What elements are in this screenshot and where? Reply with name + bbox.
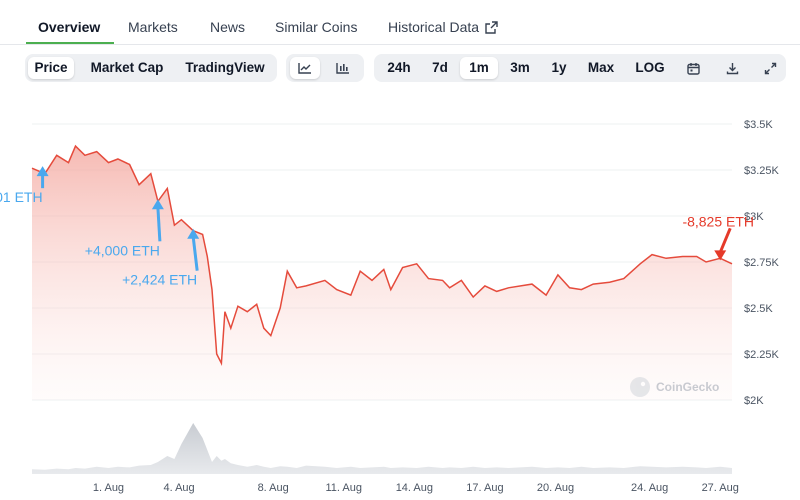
range-7d-button[interactable]: 7d	[432, 60, 448, 75]
x-tick-label: 8. Aug	[258, 482, 289, 494]
flow-annotations: +2,401 ETH +4,000 ETH +2,424 ETH -8,825 ETH	[0, 166, 754, 288]
x-tick-label: 24. Aug	[631, 482, 668, 494]
download-icon[interactable]	[718, 57, 746, 79]
external-link-icon	[485, 2, 498, 56]
x-tick-label: 4. Aug	[163, 482, 194, 494]
chart-style-selector	[286, 54, 364, 82]
tab-overview[interactable]: Overview	[25, 0, 115, 44]
x-tick-label: 11. Aug	[326, 482, 363, 494]
y-tick-label: $2K	[744, 395, 764, 407]
annotation-label: +2,424 ETH	[122, 272, 197, 288]
y-axis: $3.5K $3.25K $3K $2.75K $2.5K $2.25K $2K	[744, 119, 780, 407]
tab-historical-data-label: Historical Data	[388, 19, 480, 35]
range-max-button[interactable]: Max	[587, 60, 615, 75]
annotation-arrow	[718, 227, 732, 253]
y-tick-label: $2.25K	[744, 349, 780, 361]
coingecko-watermark: CoinGecko	[630, 377, 719, 397]
price-area	[32, 146, 732, 400]
x-tick-label: 1. Aug	[93, 482, 124, 494]
range-24h-button[interactable]: 24h	[387, 60, 411, 75]
annotation-arrowhead	[36, 166, 49, 177]
coingecko-logo-eye	[640, 381, 646, 387]
price-button[interactable]: Price	[28, 57, 74, 79]
log-scale-button[interactable]: LOG	[635, 60, 665, 75]
annotation-arrowhead	[151, 199, 164, 210]
market-cap-button[interactable]: Market Cap	[90, 60, 164, 75]
metric-selector: Price Market Cap TradingView	[25, 54, 277, 82]
annotation-arrowhead	[714, 250, 727, 261]
annotation-arrow	[156, 207, 162, 242]
x-tick-label: 27. Aug	[702, 482, 739, 494]
tab-markets[interactable]: Markets	[128, 19, 178, 35]
y-tick-label: $2.75K	[744, 257, 780, 269]
range-1m-button[interactable]: 1m	[460, 57, 498, 79]
tab-news[interactable]: News	[210, 19, 246, 35]
tradingview-button[interactable]: TradingView	[185, 60, 265, 75]
range-1y-button[interactable]: 1y	[551, 60, 567, 75]
x-axis: 1. Aug 4. Aug 8. Aug 11. Aug 14. Aug 17. Aug 2…	[93, 482, 739, 494]
x-tick-label: 14. Aug	[396, 482, 433, 494]
y-tick-label: $2.5K	[744, 303, 773, 315]
x-tick-label: 17. Aug	[466, 482, 503, 494]
price-line	[31, 144, 733, 366]
tab-similar-coins[interactable]: Similar Coins	[275, 19, 358, 35]
expand-icon[interactable]	[756, 57, 784, 79]
y-tick-label: $3.5K	[744, 119, 773, 131]
annotation-label: +4,000 ETH	[85, 242, 160, 258]
coingecko-logo-icon	[630, 377, 650, 397]
annotation-arrowhead	[187, 228, 200, 239]
x-tick-label: 20. Aug	[537, 482, 574, 494]
y-tick-label: $3K	[744, 211, 764, 223]
volume-area	[32, 423, 732, 474]
annotation-arrow	[191, 236, 199, 271]
watermark-text: CoinGecko	[656, 380, 719, 394]
annotation-label: +2,401 ETH	[0, 189, 43, 205]
range-selector: 24h 7d 1m 3m 1y Max LOG	[374, 54, 786, 82]
annotation-label: -8,825 ETH	[682, 213, 754, 229]
candlestick-icon[interactable]	[328, 57, 358, 79]
page-tab-bar: Overview Markets News Similar Coins Hist…	[0, 0, 800, 45]
price-chart[interactable]: $3.5K $3.25K $3K $2.75K $2.5K $2.25K $2K 1. Au…	[0, 100, 800, 500]
y-tick-label: $3.25K	[744, 165, 780, 177]
tab-historical-data[interactable]: Historical Data	[388, 0, 498, 44]
calendar-icon[interactable]	[679, 57, 707, 79]
line-chart-icon[interactable]	[290, 57, 320, 79]
range-3m-button[interactable]: 3m	[510, 60, 530, 75]
